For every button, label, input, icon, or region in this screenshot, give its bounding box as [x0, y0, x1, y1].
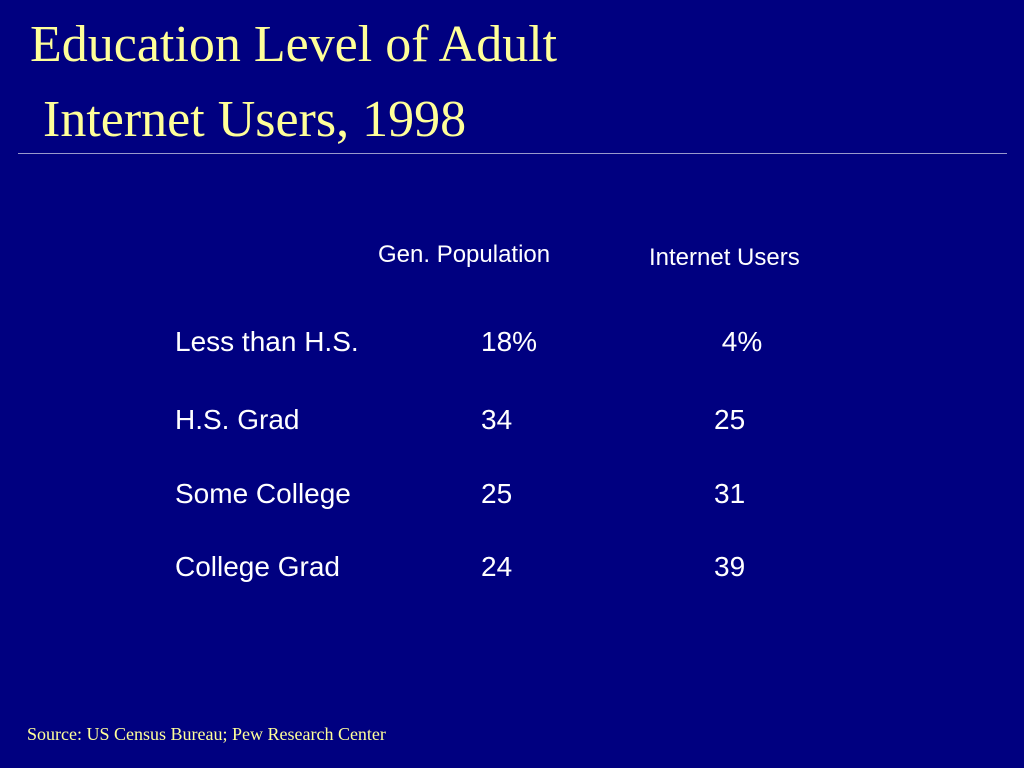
title-divider [18, 153, 1007, 154]
row-label: Some College [175, 478, 351, 509]
row-label: H.S. Grad [175, 404, 300, 435]
internet-users-value: 31 [714, 478, 746, 509]
row-label: College Grad [175, 551, 340, 582]
gen-population-value: 24 [481, 551, 513, 582]
gen-population-value: 34 [481, 404, 513, 435]
source-note: Source: US Census Bureau; Pew Research C… [27, 724, 386, 744]
column-header-internet-users: Internet Users [649, 244, 800, 271]
row-label: Less than H.S. [175, 326, 359, 357]
internet-users-value: 4% [714, 326, 763, 357]
gen-population-value: 25 [481, 478, 513, 509]
internet-users-value: 25 [714, 404, 746, 435]
internet-users-value: 39 [714, 551, 746, 582]
slide-title-line-1: Education Level of Adult [30, 16, 558, 73]
slide-title-line-2: Internet Users, 1998 [30, 91, 467, 148]
gen-population-value: 18% [481, 326, 538, 357]
column-header-gen-population: Gen. Population [378, 241, 551, 268]
